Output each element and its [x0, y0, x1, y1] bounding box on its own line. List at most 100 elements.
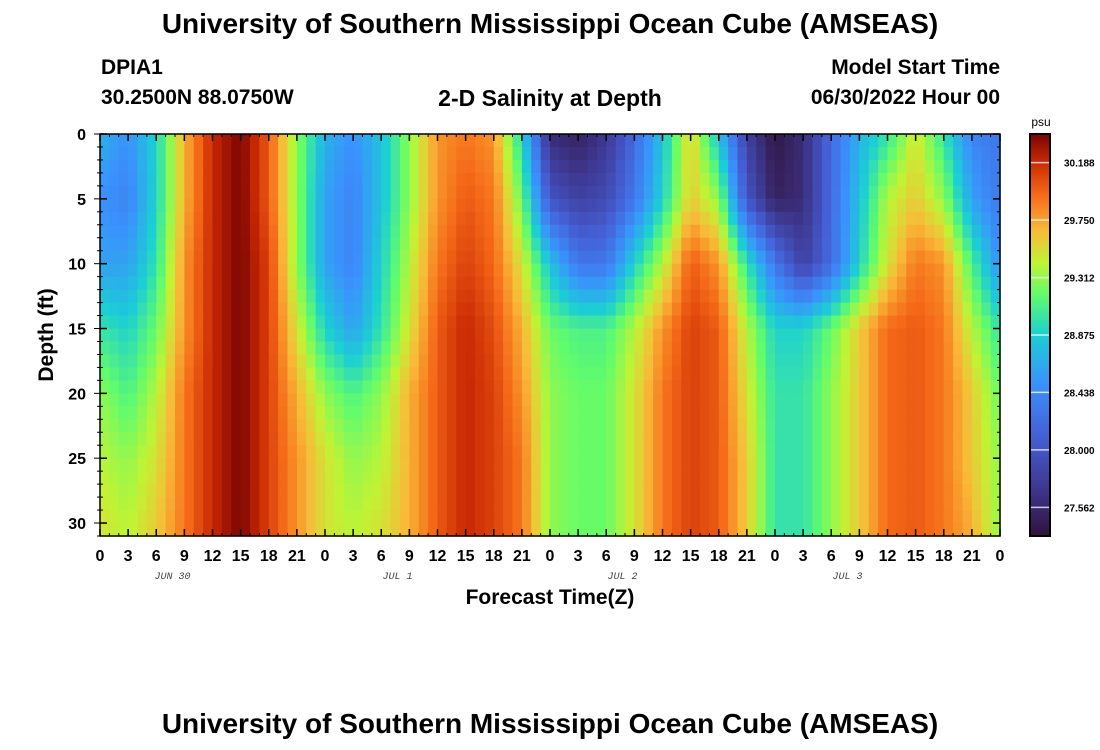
heatmap-cell: [409, 471, 420, 485]
heatmap-cell: [559, 159, 570, 174]
heatmap-cell: [578, 263, 589, 278]
heatmap-cell: [737, 276, 748, 291]
heatmap-cell: [690, 341, 701, 356]
heatmap-cell: [934, 224, 945, 239]
heatmap-cell: [606, 302, 617, 317]
heatmap-cell: [906, 471, 917, 485]
heatmap-cell: [325, 146, 335, 161]
heatmap-cell: [906, 393, 917, 407]
heatmap-cell: [484, 380, 495, 394]
heatmap-cell: [381, 185, 392, 200]
heatmap-cell: [953, 315, 964, 330]
heatmap-cell: [587, 523, 598, 537]
heatmap-cell: [409, 484, 420, 498]
heatmap-cell: [343, 237, 354, 252]
heatmap-cell: [250, 419, 260, 433]
heatmap-cell: [868, 276, 879, 291]
heatmap-cell: [990, 445, 1001, 459]
heatmap-cell: [925, 315, 935, 330]
heatmap-cell: [962, 250, 973, 265]
heatmap-cell: [250, 471, 260, 485]
heatmap-cell: [493, 341, 504, 356]
heatmap-cell: [643, 497, 654, 511]
heatmap-cell: [287, 341, 298, 356]
heatmap-cell: [915, 328, 926, 343]
heatmap-cell: [700, 172, 710, 187]
heatmap-cell: [925, 367, 935, 381]
heatmap-cell: [709, 224, 720, 239]
heatmap-cell: [746, 497, 757, 511]
heatmap-cell: [878, 523, 889, 537]
heatmap-cell: [775, 237, 785, 252]
heatmap-cell: [643, 341, 654, 356]
heatmap-cell: [446, 315, 457, 330]
heatmap-cell: [953, 393, 964, 407]
x-tick-label: 21: [963, 548, 981, 565]
heatmap-cell: [896, 198, 907, 213]
heatmap-cell: [409, 367, 420, 381]
heatmap-cell: [221, 146, 232, 161]
heatmap-cell: [700, 250, 710, 265]
heatmap-cell: [868, 134, 879, 148]
heatmap-cell: [559, 380, 570, 394]
heatmap-cell: [784, 354, 795, 369]
heatmap-cell: [550, 302, 560, 317]
heatmap-cell: [925, 354, 935, 369]
heatmap-cell: [840, 185, 851, 200]
heatmap-cell: [765, 146, 776, 161]
heatmap-cell: [156, 237, 167, 252]
heatmap-cell: [109, 224, 120, 239]
heatmap-cell: [203, 289, 214, 304]
heatmap-cell: [334, 367, 345, 381]
heatmap-cell: [156, 354, 167, 369]
heatmap-cell: [446, 224, 457, 239]
heatmap-cell: [971, 224, 982, 239]
heatmap-cell: [606, 276, 617, 291]
heatmap-cell: [362, 224, 373, 239]
heatmap-cell: [184, 185, 195, 200]
heatmap-cell: [400, 289, 410, 304]
heatmap-cell: [400, 523, 410, 537]
heatmap-cell: [212, 146, 223, 161]
heatmap-cell: [765, 263, 776, 278]
heatmap-cell: [887, 276, 898, 291]
heatmap-cell: [850, 159, 860, 174]
heatmap-cell: [559, 510, 570, 524]
heatmap-cell: [446, 289, 457, 304]
heatmap-cell: [868, 341, 879, 356]
heatmap-cell: [278, 484, 289, 498]
heatmap-cell: [381, 263, 392, 278]
heatmap-cell: [503, 432, 514, 446]
heatmap-cell: [831, 315, 842, 330]
heatmap-cell: [540, 185, 551, 200]
heatmap-cell: [203, 341, 214, 356]
heatmap-cell: [418, 146, 429, 161]
heatmap-cell: [512, 497, 523, 511]
heatmap-cell: [953, 289, 964, 304]
heatmap-cell: [259, 134, 270, 148]
heatmap-cell: [915, 367, 926, 381]
heatmap-cell: [475, 380, 485, 394]
heatmap-cell: [287, 419, 298, 433]
heatmap-cell: [793, 198, 804, 213]
heatmap-cell: [250, 211, 260, 226]
heatmap-cell: [746, 237, 757, 252]
heatmap-cell: [981, 419, 992, 433]
heatmap-cell: [531, 172, 542, 187]
heatmap-cell: [437, 237, 448, 252]
heatmap-cell: [193, 497, 204, 511]
heatmap-cell: [606, 354, 617, 369]
heatmap-cell: [578, 497, 589, 511]
heatmap-cell: [334, 289, 345, 304]
heatmap-cell: [221, 211, 232, 226]
heatmap-cell: [953, 198, 964, 213]
heatmap-cell: [671, 185, 682, 200]
heatmap-cell: [259, 380, 270, 394]
heatmap-cell: [803, 237, 814, 252]
heatmap-cell: [831, 510, 842, 524]
x-tick-label: 12: [654, 548, 672, 565]
heatmap-cell: [671, 341, 682, 356]
heatmap-cell: [878, 185, 889, 200]
heatmap-cell: [953, 367, 964, 381]
heatmap-cell: [803, 341, 814, 356]
